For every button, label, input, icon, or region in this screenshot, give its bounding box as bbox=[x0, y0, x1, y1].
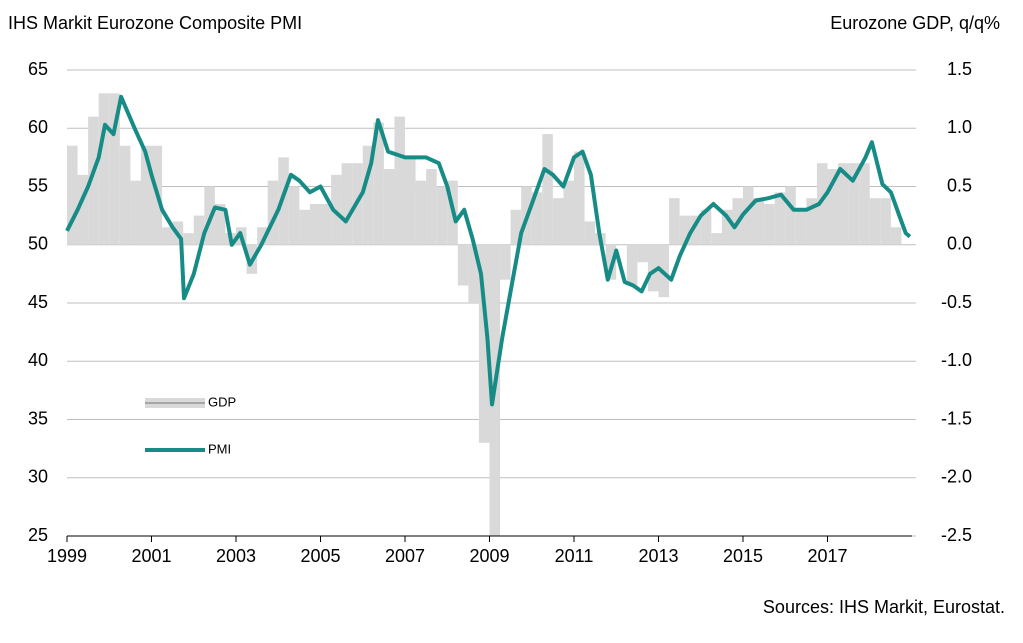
y2-tick-label: 0.0 bbox=[947, 234, 972, 254]
gdp-bar bbox=[299, 209, 310, 245]
gdp-bar bbox=[880, 198, 891, 245]
gdp-bar bbox=[563, 180, 574, 245]
y-tick-label: 35 bbox=[28, 408, 48, 428]
y-tick-label: 50 bbox=[28, 234, 48, 254]
gdp-bar bbox=[721, 209, 733, 245]
gdp-bar bbox=[626, 244, 638, 286]
gdp-bar bbox=[552, 198, 564, 245]
y-tick-label: 25 bbox=[28, 525, 48, 545]
y-tick-label: 60 bbox=[28, 117, 48, 137]
gdp-bar bbox=[785, 186, 796, 245]
gdp-bar bbox=[67, 145, 78, 245]
gdp-bar bbox=[827, 169, 839, 245]
gdp-bar bbox=[838, 163, 849, 245]
gdp-bar bbox=[584, 221, 596, 245]
gdp-bar bbox=[394, 116, 405, 245]
x-tick-label: 2015 bbox=[723, 546, 763, 566]
gdp-bar bbox=[214, 203, 226, 245]
gdp-bar bbox=[405, 157, 416, 245]
y2-tick-label: -0.5 bbox=[941, 292, 972, 312]
gdp-bar bbox=[700, 209, 712, 245]
y2-tick-label: -2.5 bbox=[941, 525, 972, 545]
gdp-bar bbox=[88, 116, 99, 245]
y2-tick-label: 1.0 bbox=[947, 117, 972, 137]
y2-tick-label: -1.5 bbox=[941, 408, 972, 428]
source-note: Sources: IHS Markit, Eurostat. bbox=[763, 597, 1005, 617]
gdp-bar bbox=[183, 233, 194, 245]
gdp-bar bbox=[257, 227, 268, 245]
gdp-bar bbox=[309, 203, 321, 245]
gdp-bar bbox=[362, 145, 374, 245]
gdp-bar bbox=[109, 93, 120, 245]
gdp-bar bbox=[288, 186, 300, 245]
gdp-bar bbox=[193, 215, 205, 245]
x-tick-label: 2011 bbox=[555, 546, 594, 566]
gdp-bar bbox=[848, 163, 860, 245]
gdp-bar bbox=[500, 244, 511, 280]
gdp-bar bbox=[859, 163, 870, 245]
gdp-bar bbox=[162, 227, 173, 245]
x-tick-label: 2007 bbox=[385, 546, 425, 566]
y-tick-label: 45 bbox=[28, 292, 48, 312]
gdp-bar bbox=[267, 180, 279, 245]
gdp-bar bbox=[383, 169, 395, 245]
gdp-bar bbox=[320, 203, 332, 245]
gdp-bar bbox=[669, 198, 680, 245]
gdp-bar bbox=[140, 145, 152, 245]
gdp-bar bbox=[774, 192, 786, 245]
gdp-bar bbox=[436, 186, 448, 245]
y2-tick-label: 1.5 bbox=[947, 59, 972, 79]
x-tick-label: 2005 bbox=[300, 546, 340, 566]
y2-axis-label: Eurozone GDP, q/q% bbox=[830, 13, 1000, 33]
gdp-bar bbox=[679, 215, 691, 245]
gdp-bar bbox=[457, 244, 469, 286]
y-tick-label: 40 bbox=[28, 350, 48, 370]
gdp-bar bbox=[415, 180, 427, 245]
gdp-bar bbox=[468, 244, 479, 303]
y-tick-label: 30 bbox=[28, 467, 48, 487]
x-tick-label: 2013 bbox=[638, 546, 678, 566]
x-tick-label: 2009 bbox=[469, 546, 509, 566]
gdp-bar bbox=[119, 145, 131, 245]
y2-tick-label: -1.0 bbox=[941, 350, 972, 370]
gdp-bar bbox=[574, 151, 585, 245]
gdp-bar bbox=[331, 174, 342, 245]
gdp-bar bbox=[711, 233, 722, 245]
gdp-bar bbox=[816, 163, 828, 245]
gdp-bar bbox=[341, 163, 353, 245]
gdp-bar bbox=[510, 209, 522, 245]
legend-label: GDP bbox=[208, 394, 236, 409]
x-tick-label: 2003 bbox=[216, 546, 256, 566]
gdp-bar bbox=[806, 198, 817, 245]
pmi-line bbox=[65, 94, 912, 407]
gdp-bar bbox=[531, 192, 543, 245]
gdp-bar bbox=[77, 174, 89, 245]
gdp-bar bbox=[753, 198, 765, 245]
gdp-bar bbox=[647, 244, 659, 292]
y2-tick-label: -2.0 bbox=[941, 467, 972, 487]
gdp-bar bbox=[130, 180, 141, 245]
gdp-bar bbox=[478, 244, 490, 443]
gdp-bar bbox=[743, 186, 754, 245]
y2-tick-label: 0.5 bbox=[947, 175, 972, 195]
gdp-bar bbox=[764, 203, 775, 245]
gdp-bar bbox=[373, 122, 384, 245]
gdp-bar bbox=[890, 227, 902, 245]
x-tick-label: 2017 bbox=[807, 546, 847, 566]
gdp-bar bbox=[690, 215, 701, 245]
gdp-bar bbox=[637, 244, 648, 263]
y-tick-label: 55 bbox=[28, 175, 48, 195]
legend-label: PMI bbox=[208, 441, 231, 456]
x-tick-label: 1999 bbox=[47, 546, 87, 566]
gdp-bar bbox=[869, 198, 881, 245]
chart-title: IHS Markit Eurozone Composite PMI bbox=[8, 13, 302, 33]
gdp-bar bbox=[795, 209, 807, 245]
gdp-bar bbox=[426, 169, 437, 245]
y-tick-label: 65 bbox=[28, 59, 48, 79]
x-tick-label: 2001 bbox=[131, 546, 171, 566]
gdp-bar bbox=[98, 93, 110, 245]
gdp-bar bbox=[542, 134, 553, 245]
